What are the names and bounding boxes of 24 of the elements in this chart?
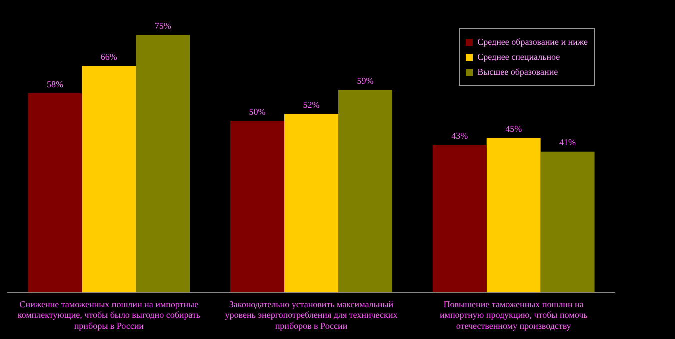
data-label: 45%	[506, 124, 523, 134]
data-label: 41%	[560, 138, 577, 148]
x-tick-label: Повышение таможенных пошлин на импортную продукцию, чтобы помочь отечественному производству	[440, 299, 588, 331]
bar	[432, 145, 487, 293]
bar	[284, 114, 338, 293]
x-tick-label: Законодательно установить максимальный уровень энергопотребления для технических приборов в России	[225, 299, 398, 331]
bar	[540, 152, 595, 293]
data-label: 66%	[100, 52, 118, 62]
data-label: 43%	[452, 130, 469, 141]
x-tick-label: Снижение таможенных пошлин на импортные комплектующие, чтобы было выгодно собирать приборы в России	[18, 299, 201, 331]
bar	[486, 138, 541, 293]
bar	[338, 90, 392, 293]
bar	[230, 120, 285, 293]
legend-label: Среднее образование и ниже	[478, 37, 588, 47]
data-label: 59%	[357, 76, 374, 86]
bar	[28, 94, 82, 293]
legend-label: Высшее образование	[478, 67, 558, 77]
data-label: 58%	[46, 79, 64, 90]
legend-label: Среднее специальное	[478, 52, 560, 62]
data-label: 50%	[249, 106, 266, 117]
bar	[82, 66, 136, 293]
data-label: 75%	[154, 21, 172, 32]
bar	[136, 35, 190, 293]
data-label: 52%	[303, 100, 320, 110]
